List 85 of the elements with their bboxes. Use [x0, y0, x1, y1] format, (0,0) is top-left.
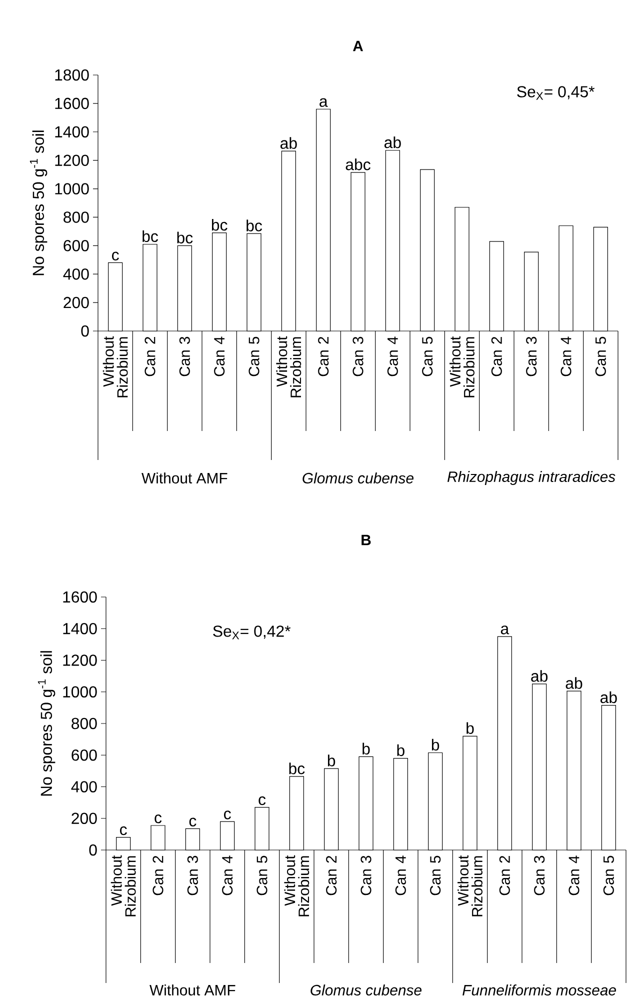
- x-tick-label: Can 2: [499, 856, 510, 896]
- data-label: ab: [566, 677, 582, 689]
- y-tick-label: 200: [64, 296, 89, 308]
- x-tick-label: Can 2: [491, 336, 502, 376]
- data-label: c: [189, 818, 196, 826]
- x-tick-label: Can 2: [318, 336, 329, 376]
- y-tick-label: 1800: [55, 69, 89, 81]
- x-tick-label: Can 4: [214, 336, 225, 376]
- x-tick-label: Can 5: [595, 336, 606, 376]
- text: Rhizophagus intraradices: [447, 471, 616, 485]
- x-tick-label: Can 5: [430, 856, 441, 896]
- x-tick-label: Can 4: [560, 336, 572, 376]
- y-tick-label: 200: [72, 812, 97, 824]
- data-label: b: [466, 722, 474, 734]
- chart-title: B: [362, 534, 371, 546]
- y-tick-label: 400: [63, 268, 89, 280]
- annotation: Se$_{X}$= 0,42*: [213, 626, 291, 640]
- text: Glomus cubense: [310, 984, 422, 996]
- data-label: ab: [280, 137, 297, 149]
- x-tick-label: Without Rizobium: [102, 336, 128, 398]
- x-tick-label: Can 3: [187, 856, 198, 896]
- y-tick-label: 1000: [63, 686, 97, 698]
- data-label: bc: [212, 218, 228, 231]
- x-tick-label: Without Rizobium: [284, 855, 310, 916]
- y-tick-label: 0: [89, 844, 97, 856]
- x-tick-label: Can 4: [568, 856, 580, 896]
- y-tick-label: 1400: [55, 126, 89, 138]
- x-tick-label: Without Rizobium: [276, 336, 302, 398]
- data-label: bc: [142, 230, 158, 242]
- data-label: ab: [531, 670, 548, 682]
- x-tick-label: Can 5: [256, 856, 268, 896]
- data-label: b: [328, 754, 336, 766]
- data-label: ab: [384, 136, 401, 148]
- data-label: c: [112, 252, 119, 261]
- data-label: c: [258, 796, 266, 806]
- data-label: c: [224, 810, 231, 820]
- x-tick-label: Can 3: [526, 336, 537, 376]
- y-tick-label: 600: [72, 749, 97, 761]
- x-tick-label: Can 3: [534, 856, 545, 896]
- x-tick-label: Can 5: [248, 336, 260, 376]
- text: Without AMF: [150, 984, 236, 996]
- x-tick-label: Without Rizobium: [450, 336, 474, 398]
- data-label: b: [362, 742, 370, 755]
- x-tick-label: Can 3: [352, 336, 364, 376]
- y-tick-label: 1400: [63, 622, 97, 634]
- data-label: a: [500, 626, 510, 634]
- y-tick-label: 600: [64, 240, 89, 252]
- y-axis-title: No spores 50 g$^{-1}$ soil: [30, 130, 48, 276]
- data-label: bc: [246, 220, 262, 232]
- x-tick-label: Can 4: [222, 856, 233, 896]
- y-tick-label: 1600: [55, 98, 89, 110]
- x-tick-label: Without Rizobium: [110, 855, 136, 916]
- y-tick-label: 800: [72, 718, 97, 730]
- x-tick-label: Can 3: [179, 336, 190, 376]
- x-tick-label: Can 5: [422, 336, 433, 376]
- y-tick-label: 1600: [63, 591, 97, 603]
- chart-title: A: [352, 40, 363, 52]
- x-tick-label: Without Rizobium: [458, 855, 482, 916]
- y-tick-label: 1200: [55, 154, 89, 166]
- text: Glomus cubense: [302, 472, 414, 484]
- x-tick-label: Can 5: [603, 856, 614, 896]
- data-label: bc: [289, 762, 305, 774]
- data-label: abc: [346, 158, 370, 170]
- text: Without AMF: [142, 472, 228, 484]
- y-tick-label: 400: [71, 781, 97, 792]
- x-tick-label: Can 2: [326, 856, 337, 896]
- data-label: c: [154, 814, 162, 824]
- x-tick-label: Can 2: [152, 856, 164, 896]
- text: Funneliformis mosseae: [462, 984, 616, 996]
- y-axis-title: No spores 50 g$^{-1}$ soil: [38, 651, 56, 796]
- data-label: bc: [177, 232, 193, 244]
- data-label: ab: [600, 691, 617, 704]
- y-tick-label: 0: [81, 325, 89, 337]
- x-tick-label: Can 4: [395, 856, 406, 896]
- x-tick-label: Can 2: [144, 336, 156, 376]
- data-label: a: [320, 98, 328, 107]
- x-tick-label: Can 3: [360, 856, 372, 896]
- data-label: b: [397, 744, 404, 756]
- x-tick-label: Can 4: [387, 336, 398, 376]
- data-label: b: [432, 738, 440, 751]
- y-tick-label: 1000: [55, 183, 89, 194]
- data-label: c: [120, 826, 127, 836]
- y-tick-label: 800: [64, 212, 89, 223]
- annotation: Se$_{X}$= 0,45*: [517, 86, 595, 100]
- y-tick-label: 1200: [63, 654, 97, 666]
